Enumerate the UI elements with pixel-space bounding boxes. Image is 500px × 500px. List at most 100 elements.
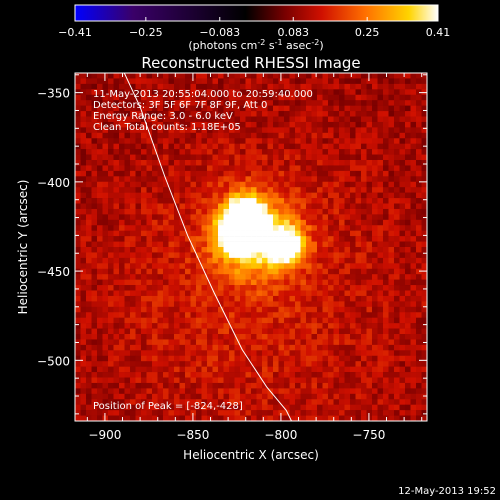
- heatmap-cell: [333, 301, 340, 308]
- heatmap-cell: [284, 317, 290, 324]
- heatmap-cell: [97, 149, 103, 155]
- heatmap-cell: [113, 377, 120, 384]
- heatmap-cell: [141, 111, 147, 117]
- heatmap-cell: [91, 241, 98, 248]
- heatmap-cell: [86, 160, 92, 166]
- heatmap-cell: [218, 257, 224, 264]
- heatmap-cell: [416, 143, 422, 150]
- heatmap-cell: [223, 355, 230, 362]
- heatmap-cell: [317, 306, 323, 313]
- heatmap-cell: [322, 252, 329, 259]
- heatmap-cell: [289, 154, 296, 161]
- heatmap-cell: [355, 263, 362, 270]
- heatmap-cell: [91, 203, 98, 210]
- heatmap-cell: [163, 236, 169, 242]
- heatmap-cell: [405, 181, 411, 188]
- heatmap-cell: [97, 132, 103, 139]
- heatmap-cell: [328, 361, 334, 367]
- heatmap-cell: [201, 230, 208, 237]
- heatmap-cell: [366, 312, 373, 318]
- heatmap-cell: [75, 219, 81, 226]
- heatmap-cell: [262, 121, 268, 128]
- heatmap-cell: [339, 187, 345, 193]
- heatmap-cell: [168, 170, 175, 177]
- heatmap-cell: [218, 198, 224, 204]
- heatmap-cell: [388, 268, 395, 275]
- heatmap-cell: [355, 116, 362, 123]
- heatmap-cell: [333, 355, 340, 362]
- heatmap-cell: [311, 198, 318, 204]
- heatmap-cell: [278, 143, 285, 150]
- heatmap-cell: [383, 339, 389, 346]
- heatmap-cell: [168, 127, 175, 134]
- heatmap-cell: [416, 121, 422, 128]
- heatmap-cell: [267, 192, 274, 199]
- heatmap-cell: [168, 252, 175, 259]
- heatmap-cell: [91, 290, 98, 297]
- heatmap-cell: [344, 187, 351, 193]
- heatmap-cell: [152, 192, 158, 199]
- heatmap-cell: [383, 143, 389, 150]
- heatmap-cell: [201, 111, 208, 117]
- heatmap-cell: [273, 116, 279, 123]
- heatmap-cell: [405, 236, 411, 242]
- heatmap-cell: [152, 344, 158, 351]
- heatmap-cell: [108, 132, 114, 139]
- heatmap-cell: [124, 252, 131, 259]
- heatmap-cell: [190, 132, 197, 139]
- heatmap-cell: [201, 393, 208, 400]
- heatmap-cell: [416, 170, 422, 177]
- heatmap-cell: [366, 230, 373, 237]
- heatmap-cell: [201, 339, 208, 346]
- heatmap-cell: [240, 415, 246, 421]
- heatmap-cell: [163, 382, 169, 389]
- heatmap-cell: [240, 160, 246, 166]
- heatmap-cell: [119, 252, 125, 259]
- heatmap-cell: [157, 198, 164, 204]
- heatmap-cell: [377, 355, 384, 362]
- heatmap-cell: [152, 399, 158, 405]
- heatmap-cell: [421, 410, 427, 416]
- heatmap-cell: [322, 225, 329, 231]
- heatmap-cell: [289, 372, 296, 378]
- heatmap-cell: [135, 410, 142, 416]
- heatmap-cell: [113, 295, 120, 302]
- heatmap-cell: [179, 399, 186, 405]
- heatmap-cell: [212, 388, 219, 395]
- heatmap-cell: [157, 105, 164, 112]
- heatmap-cell: [377, 393, 384, 400]
- heatmap-cell: [284, 143, 290, 150]
- heatmap-cell: [289, 410, 296, 416]
- heatmap-cell: [300, 350, 307, 357]
- heatmap-cell: [234, 404, 241, 411]
- heatmap-cell: [124, 279, 131, 286]
- heatmap-cell: [317, 404, 323, 411]
- heatmap-cell: [201, 410, 208, 416]
- heatmap-cell: [185, 366, 191, 373]
- heatmap-cell: [190, 143, 197, 150]
- heatmap-cell: [229, 410, 235, 416]
- heatmap-cell: [256, 393, 263, 400]
- heatmap-cell: [130, 176, 136, 183]
- heatmap-cell: [229, 78, 235, 85]
- heatmap-cell: [333, 247, 340, 253]
- heatmap-cell: [361, 334, 367, 340]
- heatmap-cell: [108, 268, 114, 275]
- heatmap-cell: [251, 344, 257, 351]
- heatmap-cell: [196, 410, 202, 416]
- heatmap-cell: [256, 219, 263, 226]
- heatmap-cell: [399, 160, 406, 166]
- heatmap-cell: [278, 295, 285, 302]
- heatmap-cell: [229, 257, 235, 264]
- heatmap-cell: [317, 149, 323, 155]
- heatmap-cell: [207, 410, 213, 416]
- heatmap-cell: [141, 116, 147, 123]
- heatmap-cell: [75, 149, 81, 155]
- heatmap-cell: [333, 198, 340, 204]
- heatmap-cell: [113, 388, 120, 395]
- heatmap-cell: [410, 317, 417, 324]
- heatmap-cell: [108, 127, 114, 134]
- heatmap-cell: [223, 344, 230, 351]
- heatmap-cell: [218, 214, 224, 221]
- heatmap-cell: [416, 295, 422, 302]
